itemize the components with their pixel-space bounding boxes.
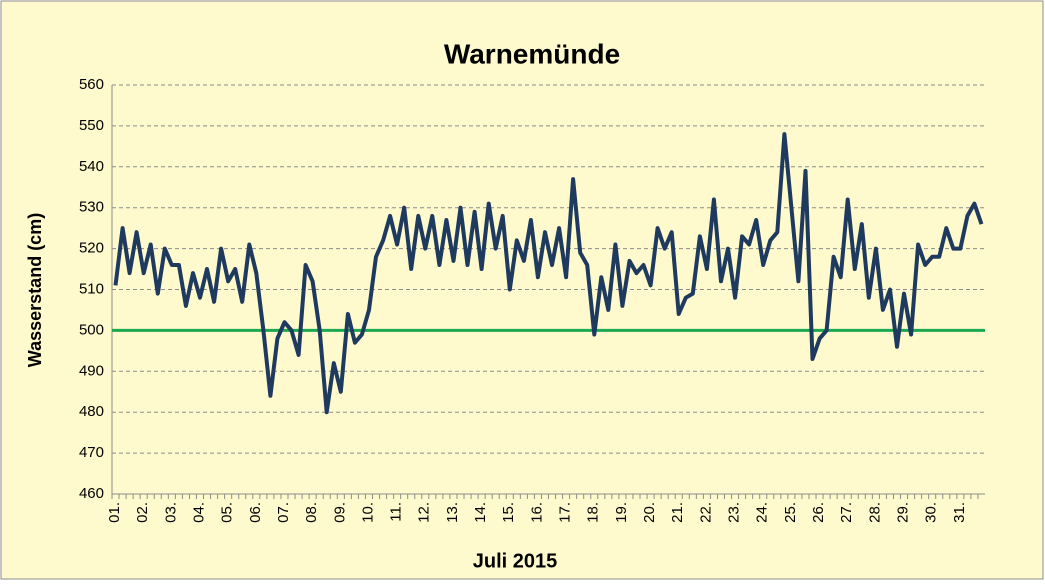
x-tick-label: 12. (416, 502, 433, 523)
x-tick-label: 24. (754, 502, 771, 523)
y-tick-label: 470 (79, 444, 104, 461)
x-tick-label: 02. (134, 502, 151, 523)
x-tick-label: 26. (810, 502, 827, 523)
x-tick-label: 08. (303, 502, 320, 523)
y-tick-label: 480 (79, 403, 104, 420)
x-tick-label: 19. (613, 502, 630, 523)
x-axis-label: Juli 2015 (473, 550, 558, 572)
x-tick-label: 06. (247, 502, 264, 523)
x-tick-label: 23. (726, 502, 743, 523)
x-tick-label: 11. (388, 502, 405, 522)
y-tick-label: 490 (79, 362, 104, 379)
y-axis-label: Wasserstand (cm) (25, 213, 45, 367)
x-tick-label: 16. (528, 502, 545, 523)
x-tick-label: 21. (669, 502, 686, 523)
x-tick-label: 18. (585, 502, 602, 523)
x-tick-label: 10. (359, 502, 376, 523)
x-tick-label: 30. (923, 502, 940, 523)
x-tick-label: 28. (866, 502, 883, 523)
y-tick-label: 530 (79, 199, 104, 216)
y-tick-label: 520 (79, 240, 104, 257)
x-tick-label: 31. (951, 502, 968, 523)
chart-title: Warnemünde (444, 38, 620, 69)
x-tick-label: 27. (838, 502, 855, 523)
y-tick-label: 510 (79, 280, 104, 297)
x-tick-label: 29. (894, 502, 911, 523)
x-tick-label: 01. (106, 502, 123, 523)
x-tick-label: 20. (641, 502, 658, 523)
x-tick-label: 05. (219, 502, 236, 523)
y-tick-label: 460 (79, 485, 104, 502)
y-tick-label: 540 (79, 158, 104, 175)
x-tick-label: 13. (444, 502, 461, 523)
y-tick-label: 550 (79, 117, 104, 134)
x-tick-label: 04. (190, 502, 207, 523)
x-tick-label: 22. (697, 502, 714, 523)
x-tick-label: 03. (162, 502, 179, 523)
y-tick-label: 560 (79, 76, 104, 93)
x-tick-label: 09. (331, 502, 348, 523)
data-line (113, 132, 984, 415)
x-tick-label: 15. (500, 502, 517, 523)
x-tick-label: 17. (557, 502, 574, 523)
x-tick-label: 07. (275, 502, 292, 523)
x-tick-label: 14. (472, 502, 489, 523)
y-tick-label: 500 (79, 321, 104, 338)
x-tick-label: 25. (782, 502, 799, 523)
